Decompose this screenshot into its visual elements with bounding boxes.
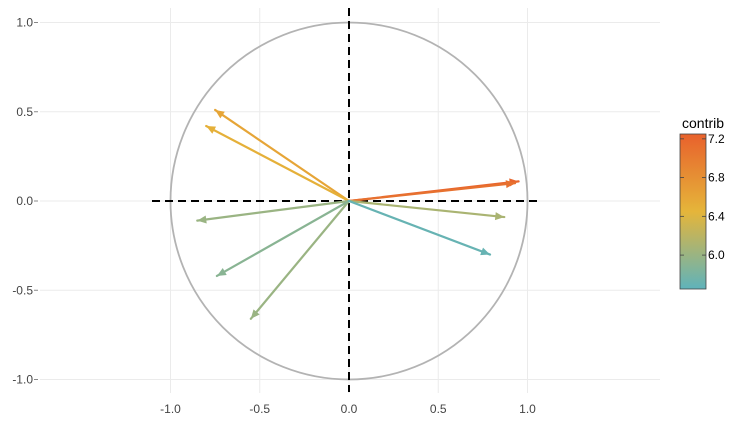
- vector-shaft: [347, 199, 492, 256]
- vector-arrows: [196, 108, 520, 320]
- vector-arrowhead: [494, 212, 505, 221]
- vector-arrowhead: [480, 247, 491, 256]
- vector-arrow: [347, 180, 517, 203]
- legend-tick-label: 7.2: [708, 132, 725, 146]
- vector-shaft: [205, 124, 351, 203]
- y-axis-ticks: 1.0 0.5 0.0 -0.5 -1.0: [12, 16, 38, 387]
- reference-lines: [152, 8, 540, 392]
- y-tick-label: -0.5: [12, 283, 33, 297]
- legend-ticks: 7.2 6.8 6.4 6.0: [680, 132, 725, 262]
- x-tick-label: 0.5: [430, 402, 447, 416]
- vector-arrow: [196, 199, 351, 224]
- vector-arrowhead: [505, 180, 516, 189]
- y-tick-label: 0.0: [16, 194, 33, 208]
- legend-colorbar: [679, 133, 707, 290]
- vector-arrow: [249, 199, 351, 320]
- vector-shaft: [249, 199, 351, 320]
- vector-arrowhead: [206, 126, 217, 134]
- vector-shaft: [196, 199, 351, 222]
- x-axis-ticks: -1.0 -0.5 0.0 0.5 1.0: [160, 402, 536, 416]
- color-legend: contrib 7.2 6.8 6.4 6.0: [679, 115, 725, 290]
- vector-shaft: [347, 199, 506, 219]
- vector-shaft: [215, 199, 351, 278]
- vector-shaft: [347, 182, 517, 203]
- legend-tick-label: 6.4: [708, 209, 725, 223]
- legend-title: contrib: [682, 115, 724, 131]
- vector-arrowhead: [250, 309, 260, 319]
- vector-arrow: [205, 124, 351, 203]
- vector-arrow: [347, 199, 492, 256]
- legend-tick-label: 6.8: [708, 171, 725, 185]
- vector-arrow: [214, 108, 351, 203]
- vector-arrowhead: [215, 109, 225, 119]
- x-tick-label: -1.0: [160, 402, 181, 416]
- vector-arrow: [347, 199, 506, 221]
- y-tick-label: -1.0: [12, 373, 33, 387]
- y-tick-label: 1.0: [16, 16, 33, 30]
- vector-arrow: [215, 199, 351, 278]
- x-tick-label: 0.0: [341, 402, 358, 416]
- y-tick-label: 0.5: [16, 105, 33, 119]
- vector-arrowhead: [216, 268, 227, 276]
- legend-tick-label: 6.0: [708, 248, 725, 262]
- x-tick-label: 1.0: [519, 402, 536, 416]
- x-tick-label: -0.5: [249, 402, 270, 416]
- vector-shaft: [214, 108, 351, 203]
- vector-arrowhead: [197, 215, 207, 224]
